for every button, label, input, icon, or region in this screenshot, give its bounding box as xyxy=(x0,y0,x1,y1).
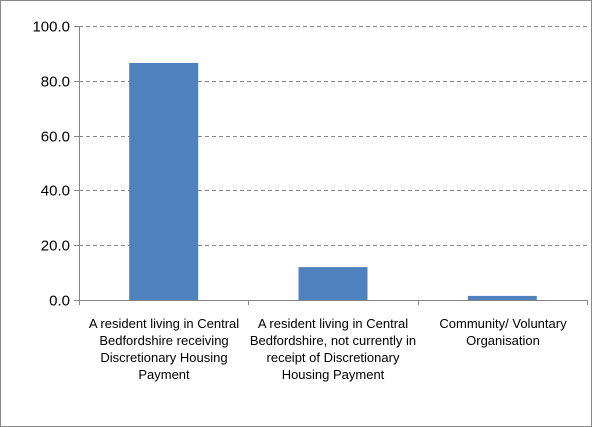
bar-1 xyxy=(129,63,199,300)
y-tick-label: 60.0 xyxy=(41,129,70,146)
category-label-2: A resident living in Central Bedfordshir… xyxy=(249,316,417,382)
category-label-1: A resident living in Central Bedfordshir… xyxy=(88,316,240,382)
y-tick-label: 20.0 xyxy=(41,238,70,255)
bars xyxy=(129,63,537,300)
y-tick-label: 40.0 xyxy=(41,183,70,200)
y-tick-label: 80.0 xyxy=(41,74,70,91)
y-axis: 0.0 20.0 40.0 60.0 80.0 100.0 xyxy=(32,19,80,310)
category-label-3: Community/ Voluntary Organisation xyxy=(439,316,567,348)
x-axis xyxy=(79,300,588,305)
bar-2 xyxy=(298,267,368,300)
y-tick-label: 100.0 xyxy=(32,19,70,36)
y-tick-label: 0.0 xyxy=(49,293,70,310)
bar-3 xyxy=(467,295,537,300)
